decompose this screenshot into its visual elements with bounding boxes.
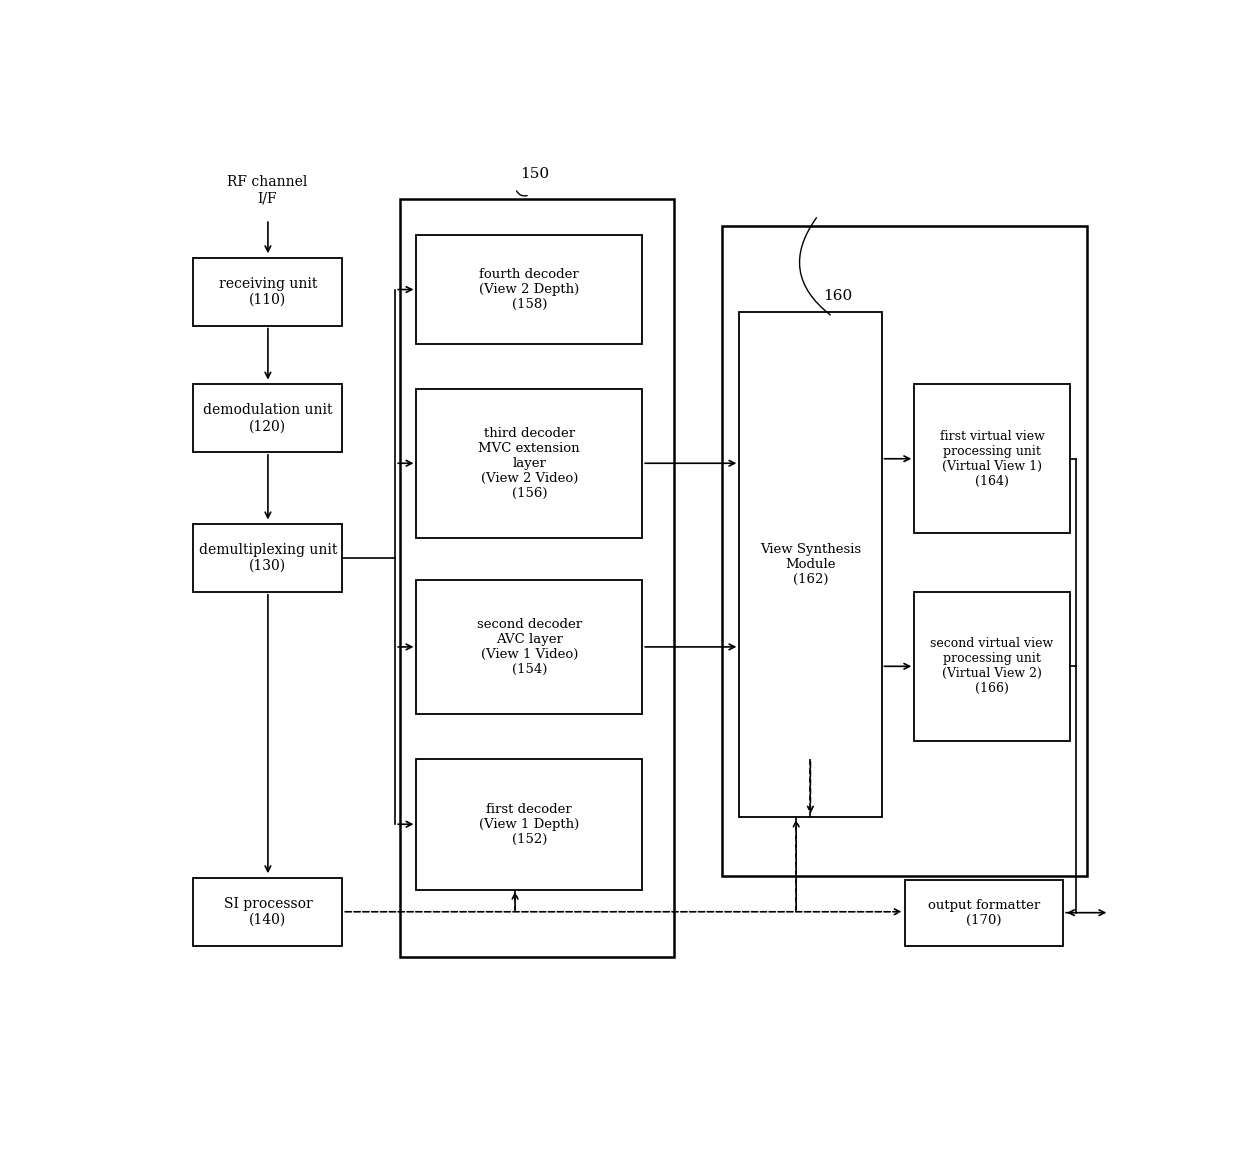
Bar bbox=[193, 384, 342, 452]
Bar bbox=[193, 524, 342, 592]
Text: demultiplexing unit
(130): demultiplexing unit (130) bbox=[198, 543, 337, 573]
Text: fourth decoder
(View 2 Depth)
(158): fourth decoder (View 2 Depth) (158) bbox=[479, 268, 579, 311]
Bar bbox=[417, 389, 642, 538]
Bar bbox=[739, 312, 882, 818]
Bar bbox=[417, 580, 642, 714]
Bar bbox=[193, 878, 342, 946]
Bar bbox=[905, 880, 1063, 946]
Text: output formatter
(170): output formatter (170) bbox=[928, 899, 1040, 927]
Text: third decoder
MVC extension
layer
(View 2 Video)
(156): third decoder MVC extension layer (View … bbox=[479, 427, 580, 499]
Text: RF channel
I/F: RF channel I/F bbox=[227, 175, 308, 205]
Bar bbox=[193, 258, 342, 326]
Text: 150: 150 bbox=[520, 168, 549, 182]
Text: second virtual view
processing unit
(Virtual View 2)
(166): second virtual view processing unit (Vir… bbox=[930, 638, 1054, 695]
Text: first decoder
(View 1 Depth)
(152): first decoder (View 1 Depth) (152) bbox=[479, 803, 579, 846]
Bar bbox=[417, 236, 642, 343]
Text: demodulation unit
(120): demodulation unit (120) bbox=[203, 403, 332, 434]
Bar bbox=[401, 199, 675, 958]
Text: 160: 160 bbox=[822, 289, 852, 304]
Bar bbox=[914, 592, 1070, 741]
Text: first virtual view
processing unit
(Virtual View 1)
(164): first virtual view processing unit (Virt… bbox=[940, 430, 1044, 488]
Bar bbox=[914, 384, 1070, 533]
Text: receiving unit
(110): receiving unit (110) bbox=[218, 277, 317, 307]
Text: second decoder
AVC layer
(View 1 Video)
(154): second decoder AVC layer (View 1 Video) … bbox=[476, 618, 582, 676]
Text: View Synthesis
Module
(162): View Synthesis Module (162) bbox=[760, 544, 861, 586]
Bar bbox=[722, 226, 1087, 877]
Bar bbox=[417, 758, 642, 890]
Text: SI processor
(140): SI processor (140) bbox=[223, 897, 312, 927]
